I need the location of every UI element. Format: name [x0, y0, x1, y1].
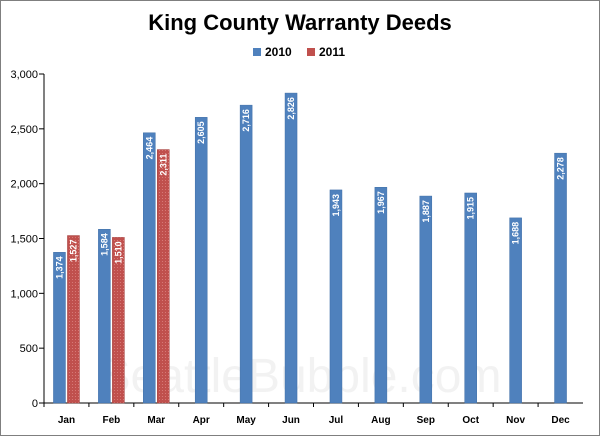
y-tick-label: 0	[32, 398, 38, 410]
bar-2011-feb	[112, 237, 125, 404]
x-category-label: Feb	[102, 415, 120, 426]
bar-2011-mar	[157, 149, 170, 404]
bar-2010-may	[239, 104, 253, 404]
bar-2010-sep	[419, 195, 433, 404]
bar-2011-jan	[67, 235, 80, 404]
data-label-2010-apr: 2,605	[196, 121, 206, 144]
data-label-2010-may: 2,716	[241, 109, 251, 132]
x-category-label: Jul	[329, 415, 344, 426]
data-label-2010-mar: 2,464	[144, 137, 154, 160]
data-label-2010-aug: 1,967	[376, 191, 386, 214]
data-label-2010-nov: 1,688	[511, 222, 521, 245]
y-tick-label: 2,000	[10, 179, 38, 191]
bar-2010-mar	[143, 132, 156, 404]
x-category-label: May	[236, 415, 256, 426]
bar-2010-apr	[194, 117, 208, 404]
data-label-2010-jan: 1,374	[54, 256, 64, 279]
data-label-2010-dec: 2,278	[556, 157, 566, 180]
x-category-label: Dec	[551, 415, 570, 426]
x-category-label: Apr	[193, 415, 210, 426]
bar-2010-nov	[509, 217, 522, 404]
data-label-2010-sep: 1,887	[421, 200, 431, 223]
x-category-label: Jan	[58, 415, 75, 426]
bar-2010-feb	[98, 229, 111, 404]
data-label-2011-mar: 2,311	[158, 154, 168, 176]
chart-title: King County Warranty Deeds	[148, 10, 452, 35]
bar-2010-dec	[554, 152, 567, 404]
data-label-2011-feb: 1,510	[113, 241, 123, 264]
y-tick-label: 1,000	[10, 288, 38, 300]
x-category-label: Aug	[371, 415, 390, 426]
data-label-2010-jun: 2,826	[286, 97, 296, 120]
data-label-2011-jan: 1,527	[68, 240, 78, 263]
x-category-label: Oct	[462, 415, 479, 426]
x-category-label: Nov	[506, 415, 525, 426]
legend-swatch-2010	[253, 48, 261, 56]
data-label-2010-feb: 1,584	[99, 233, 109, 256]
y-tick-label: 2,500	[10, 124, 38, 136]
legend-label-2010: 2010	[265, 45, 292, 59]
legend-label-2011: 2011	[319, 45, 345, 59]
bar-2010-aug	[374, 187, 388, 404]
legend: 2010 2011	[253, 45, 345, 59]
plot-axes: 0 500 1,000 1,500 2,000 2,500 3,000 Jan Feb Mar Ap…	[10, 69, 583, 426]
y-tick-label: 3,000	[10, 69, 38, 81]
x-category-label: Jun	[282, 415, 300, 426]
x-category-label: Sep	[417, 415, 435, 426]
data-label-2010-jul: 1,943	[331, 194, 341, 217]
bar-2010-oct	[464, 192, 477, 404]
bar-2010-jan	[53, 252, 66, 404]
bar-2010-jul	[329, 189, 343, 404]
data-label-2010-oct: 1,915	[466, 197, 476, 220]
plot-labels: 1,374 1,527 1,584 1,510 2,464 2,311 2,605 2,716…	[54, 97, 565, 279]
y-tick-label: 500	[20, 343, 38, 355]
plot-bars	[53, 92, 567, 404]
bar-2010-jun	[284, 92, 298, 404]
legend-swatch-2011	[307, 48, 315, 56]
x-category-label: Mar	[147, 415, 165, 426]
y-tick-label: 1,500	[10, 234, 38, 246]
